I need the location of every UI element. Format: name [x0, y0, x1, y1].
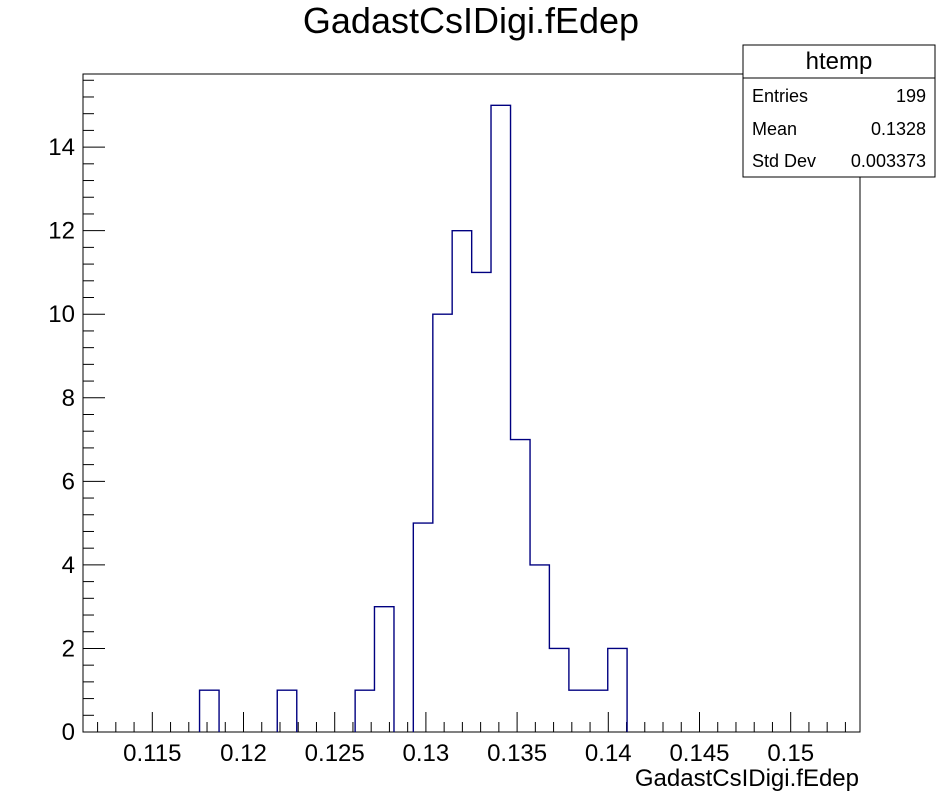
y-tick-label: 8	[62, 385, 75, 412]
histogram-bin	[472, 272, 491, 732]
x-axis-tick-labels: 0.115 0.12 0.125 0.13 0.135 0.14 0.145 0.15	[123, 740, 814, 767]
y-tick-label: 10	[48, 301, 75, 328]
histogram-bin	[588, 690, 608, 732]
histogram-bin	[549, 648, 569, 732]
x-tick-label: 0.13	[403, 740, 450, 767]
stats-box-frame	[742, 44, 936, 178]
x-tick-label: 0.14	[585, 740, 632, 767]
x-tick-label: 0.145	[669, 740, 729, 767]
y-tick-label: 6	[62, 468, 75, 495]
y-tick-label: 14	[48, 134, 75, 161]
stats-entries-label: Entries	[752, 86, 808, 106]
histogram-bin	[413, 523, 433, 732]
x-axis-ticks	[97, 712, 846, 732]
histogram-bin	[511, 440, 531, 732]
stats-entries-value: 199	[896, 86, 926, 106]
y-tick-label: 4	[62, 552, 75, 579]
x-tick-label: 0.125	[305, 740, 365, 767]
x-tick-label: 0.135	[487, 740, 547, 767]
histogram-bin	[433, 314, 452, 732]
x-tick-label: 0.12	[220, 740, 267, 767]
histogram-outline	[198, 104, 628, 732]
histogram-bin	[491, 105, 511, 732]
stats-mean-label: Mean	[752, 119, 797, 139]
stats-stddev-value: 0.003373	[851, 151, 926, 171]
histogram-bin	[374, 607, 394, 732]
x-tick-label: 0.115	[123, 740, 181, 767]
histogram-bin	[452, 231, 472, 732]
x-tick-label: 0.15	[767, 740, 814, 767]
y-tick-label: 2	[62, 635, 75, 662]
chart-title: GadastCsIDigi.fEdep	[303, 0, 639, 41]
histogram-bin	[608, 648, 627, 732]
y-tick-label: 0	[62, 719, 75, 746]
histogram-bin	[530, 565, 549, 732]
stats-stddev-label: Std Dev	[752, 151, 816, 171]
plot-frame	[82, 73, 861, 733]
y-tick-label: 12	[48, 218, 75, 245]
stats-box-title: htemp	[806, 48, 873, 75]
histogram-bin	[200, 690, 220, 732]
y-axis-tick-labels: 0 2 4 6 8 10 12 14	[48, 134, 75, 746]
y-axis-ticks	[83, 79, 105, 733]
stats-mean-value: 0.1328	[871, 119, 926, 139]
stats-box: htemp Entries 199 Mean 0.1328 Std Dev 0.…	[742, 44, 936, 178]
x-axis-title: GadastCsIDigi.fEdep	[635, 765, 859, 792]
